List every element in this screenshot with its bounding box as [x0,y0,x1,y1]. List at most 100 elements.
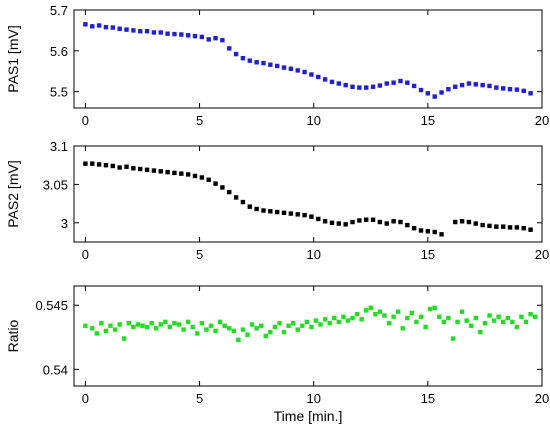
y-axis-label: PAS1 [mV] [5,25,21,92]
data-point [322,219,328,224]
data-point [318,322,323,327]
data-point [466,219,472,225]
data-point [473,315,478,321]
data-point [345,318,351,323]
data-point [459,219,465,224]
data-point [274,63,280,69]
data-point [149,320,154,326]
data-point [418,87,424,93]
data-point [199,175,205,180]
data-point [122,336,127,341]
data-point [213,181,218,186]
data-point [126,320,131,326]
x-axis-label: Time [min.] [274,408,343,424]
data-point [90,24,95,29]
data-point [185,33,191,38]
data-point [309,214,314,219]
data-point [165,31,170,36]
data-point [514,87,520,92]
y-axis-label: Ratio [5,319,21,352]
data-point [153,326,159,331]
data-point [432,305,437,310]
data-point [288,66,294,71]
y-tick-label: 5.5 [50,85,68,100]
data-point [446,87,451,92]
data-point [151,168,157,173]
data-point [199,34,205,40]
y-tick-label: 3 [61,216,68,231]
data-point [247,58,252,63]
data-point [117,322,122,327]
data-point [179,171,184,176]
data-point [158,169,163,174]
data-point [350,219,355,225]
data-point [384,81,389,86]
data-point [377,309,383,314]
data-point [316,74,321,80]
data-point [359,317,364,322]
data-point [425,229,431,234]
data-point [138,29,143,34]
data-point [464,318,469,323]
data-point [295,212,300,217]
data-point [480,222,485,228]
data-point [480,82,485,88]
data-point [528,227,533,232]
data-point [411,83,417,89]
data-point [158,322,163,327]
data-point [441,319,447,325]
data-point [507,87,513,92]
data-point [195,331,200,336]
data-point [206,37,211,42]
data-point [281,210,287,216]
data-point [446,315,451,321]
data-point [240,327,246,332]
data-point [336,221,342,226]
data-point [295,327,300,332]
data-point [268,62,273,67]
data-point [249,322,255,327]
data-point [185,172,191,177]
data-point [268,209,273,214]
data-point [329,220,335,225]
data-point [453,84,458,89]
data-point [329,79,335,85]
data-point [459,309,465,314]
data-point [370,217,376,222]
data-point [473,221,478,226]
data-point [487,83,492,89]
data-point [158,30,163,35]
data-point [487,313,492,318]
data-point [90,161,95,166]
data-point [83,161,88,166]
data-point [131,28,136,33]
data-point [398,78,403,84]
data-point [277,320,282,326]
data-point [391,219,396,224]
data-point [96,23,102,28]
data-point [227,46,232,51]
data-point [521,225,526,231]
data-point [377,219,383,225]
data-point [227,189,232,195]
data-point [459,82,465,88]
data-point [231,328,237,334]
data-point [268,329,273,335]
data-point [455,319,460,325]
x-tick-label: 15 [421,247,435,262]
data-point [213,328,218,334]
data-point [364,217,369,222]
data-point [395,309,401,314]
data-point [220,185,225,190]
plot-frame [73,9,543,109]
plot-frame [73,285,543,387]
data-point [514,324,520,330]
data-point [519,314,524,319]
y-tick-label: 0.545 [35,298,68,313]
data-point [500,86,506,91]
x-tick-label: 5 [196,113,203,128]
y-tick-label: 5.7 [50,3,68,18]
data-point [478,329,483,335]
data-point [398,219,403,225]
